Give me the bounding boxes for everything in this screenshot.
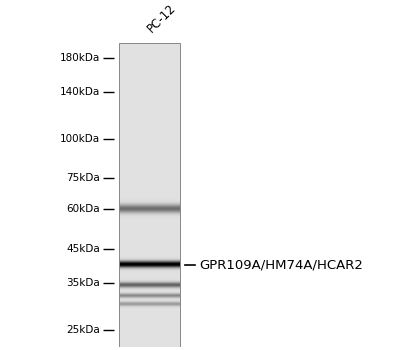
Text: 100kDa: 100kDa: [60, 134, 100, 143]
Text: PC-12: PC-12: [144, 2, 178, 36]
Text: 60kDa: 60kDa: [66, 204, 100, 214]
Text: 25kDa: 25kDa: [66, 324, 100, 335]
Text: 35kDa: 35kDa: [66, 278, 100, 288]
Text: GPR109A/HM74A/HCAR2: GPR109A/HM74A/HCAR2: [199, 258, 363, 271]
Bar: [119, 43, 180, 347]
Text: 140kDa: 140kDa: [60, 87, 100, 97]
Text: 180kDa: 180kDa: [60, 53, 100, 63]
Text: 75kDa: 75kDa: [66, 173, 100, 183]
Text: 45kDa: 45kDa: [66, 244, 100, 254]
Bar: [119, 40, 180, 43]
